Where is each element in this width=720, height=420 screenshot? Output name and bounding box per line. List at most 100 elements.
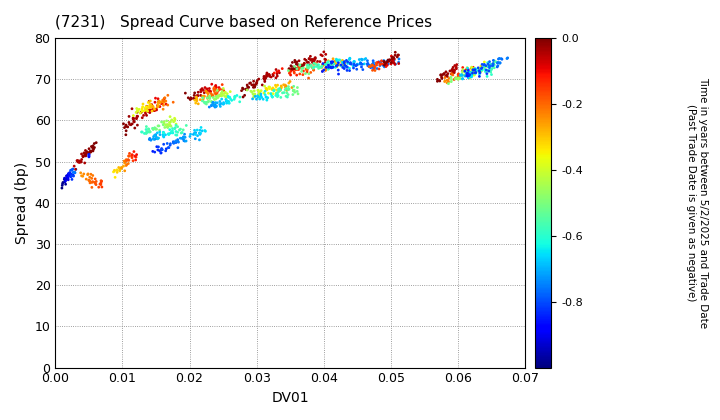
Point xyxy=(344,60,356,67)
Point xyxy=(200,99,212,105)
Point xyxy=(231,92,243,99)
Point xyxy=(270,84,282,90)
Point xyxy=(325,64,336,71)
Point xyxy=(313,64,325,71)
Point xyxy=(137,103,148,110)
Point xyxy=(215,103,226,110)
Point xyxy=(241,87,253,93)
Point xyxy=(60,181,71,188)
Point xyxy=(379,63,390,70)
Point xyxy=(157,131,168,138)
Point xyxy=(252,92,264,99)
Point xyxy=(348,60,359,66)
Point xyxy=(222,94,234,101)
Point xyxy=(267,86,279,92)
Point xyxy=(243,84,254,91)
Point xyxy=(310,60,322,67)
Point xyxy=(466,72,477,79)
Point xyxy=(379,58,390,65)
Point xyxy=(282,91,294,98)
Point xyxy=(255,91,266,97)
Point xyxy=(82,171,94,177)
Point xyxy=(209,96,220,103)
Point xyxy=(158,120,170,126)
Point xyxy=(280,93,292,100)
Point xyxy=(225,95,236,102)
Point xyxy=(291,72,302,79)
Point xyxy=(221,93,233,100)
Point xyxy=(148,135,159,142)
Point xyxy=(463,72,474,79)
Point xyxy=(169,124,181,131)
Point xyxy=(149,99,161,105)
Point xyxy=(212,94,224,101)
Point xyxy=(212,100,223,106)
Point xyxy=(253,89,265,96)
Point xyxy=(434,78,446,84)
Point xyxy=(127,158,139,164)
Point xyxy=(140,129,152,136)
Point xyxy=(140,130,152,137)
Point xyxy=(294,65,306,71)
Point xyxy=(247,90,258,97)
Point xyxy=(208,102,220,108)
Point xyxy=(474,70,486,76)
Point xyxy=(150,105,162,112)
Point xyxy=(320,51,331,58)
Point xyxy=(125,121,137,128)
Point xyxy=(211,90,222,97)
Point xyxy=(127,112,139,119)
Point xyxy=(328,60,339,67)
Point xyxy=(200,88,212,94)
Point xyxy=(202,94,214,101)
Point xyxy=(159,94,171,101)
Point xyxy=(362,60,374,67)
Point xyxy=(212,87,223,94)
Point xyxy=(276,89,288,96)
Point xyxy=(204,104,215,110)
Point xyxy=(356,64,367,71)
Point xyxy=(201,87,212,93)
Point xyxy=(168,118,179,125)
Point xyxy=(86,184,98,191)
Point xyxy=(388,57,400,63)
Point xyxy=(229,94,240,101)
Point xyxy=(469,65,481,72)
Point xyxy=(204,87,215,94)
Point xyxy=(116,164,127,171)
Point xyxy=(392,52,404,58)
Point xyxy=(367,64,379,71)
Point xyxy=(229,94,240,100)
Point xyxy=(157,98,168,105)
Point xyxy=(77,173,89,180)
Point xyxy=(146,101,158,108)
Point xyxy=(343,65,355,72)
Point xyxy=(459,72,470,79)
Point xyxy=(147,106,158,113)
Point xyxy=(202,99,214,105)
Point xyxy=(435,72,446,79)
Point xyxy=(279,84,291,91)
Point xyxy=(159,94,171,101)
Point xyxy=(482,67,494,74)
Point xyxy=(192,127,203,134)
Point xyxy=(84,178,96,184)
Point xyxy=(462,66,474,73)
Point xyxy=(148,126,159,133)
Point xyxy=(203,98,215,105)
Point xyxy=(469,66,480,73)
Point xyxy=(383,57,395,64)
Point xyxy=(294,62,305,69)
Point xyxy=(226,97,238,104)
Point xyxy=(119,124,130,131)
Point xyxy=(301,66,312,72)
Point xyxy=(202,93,214,100)
Point xyxy=(210,91,222,98)
Point xyxy=(194,131,206,138)
Point xyxy=(87,147,99,154)
Point xyxy=(351,62,363,68)
Point xyxy=(258,76,270,83)
Point xyxy=(298,61,310,68)
Point xyxy=(286,66,297,72)
Point xyxy=(154,129,166,135)
